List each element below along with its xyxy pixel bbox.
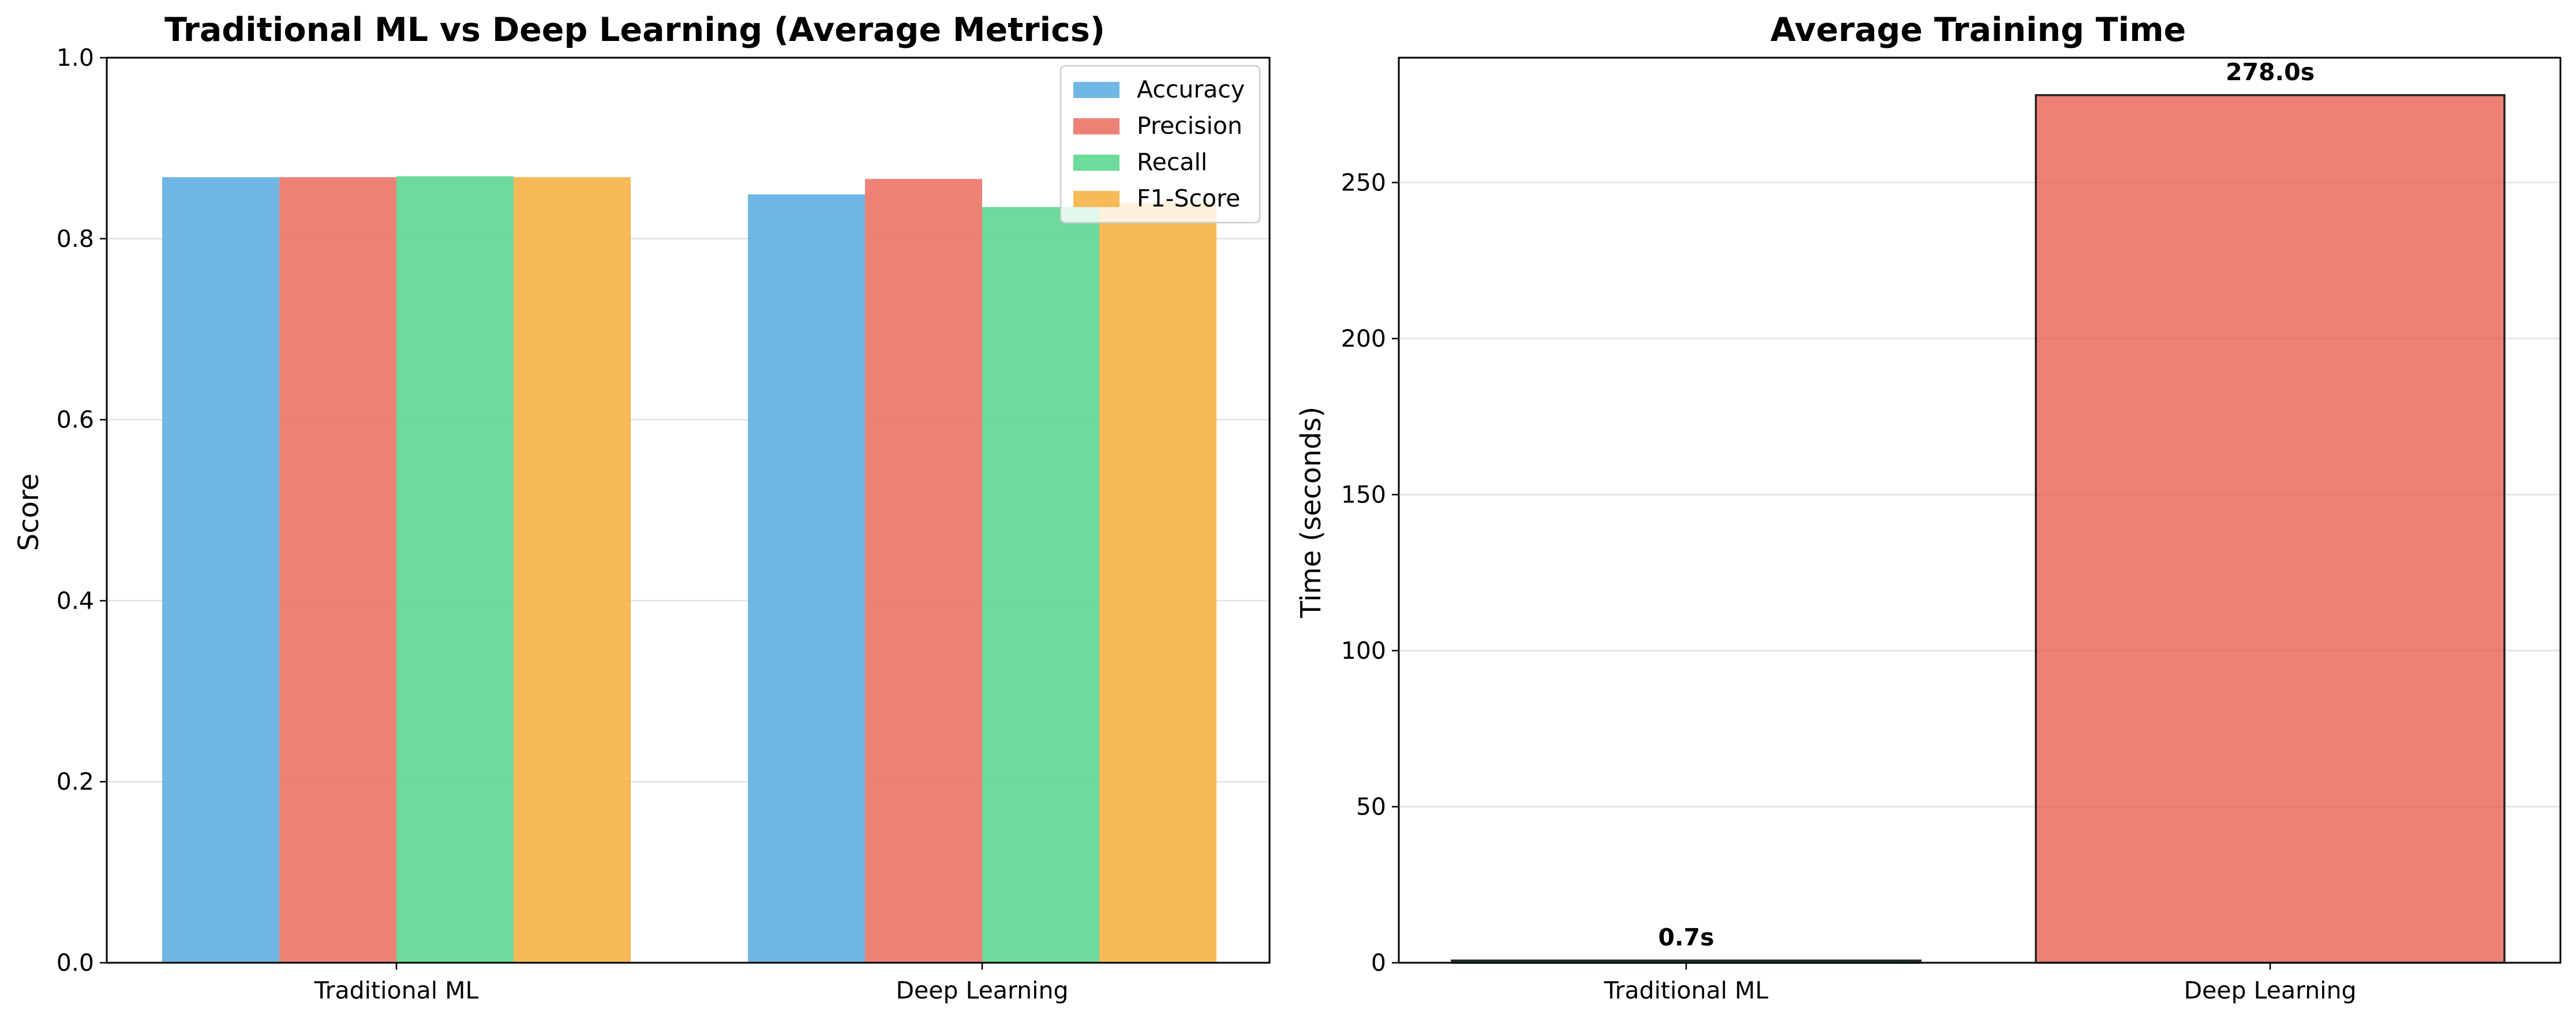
metrics-legend-label: Precision	[1137, 112, 1242, 140]
metrics-bar-f1-score	[514, 177, 631, 963]
metrics-plot-frame	[106, 57, 1271, 964]
training-time-chart-title: Average Training Time	[1770, 11, 2186, 49]
training-time-y-ticks: 0 50 100 150 200 250	[1341, 168, 1399, 977]
metrics-x-ticks: Traditional ML Deep Learning	[314, 963, 1069, 1004]
metrics-axes	[106, 57, 1271, 964]
training-time-y-tick-label: 200	[1341, 325, 1386, 352]
metrics-legend-label: Accuracy	[1137, 76, 1245, 103]
metrics-y-tick-label: 0.8	[57, 225, 94, 253]
metrics-legend-swatch	[1073, 155, 1119, 171]
metrics-bar-precision	[279, 177, 396, 963]
metrics-y-tick-label: 0.2	[57, 768, 94, 795]
metrics-y-tick-label: 0.6	[57, 406, 94, 434]
metrics-x-tick-label: Deep Learning	[896, 977, 1068, 1004]
metrics-bar-precision	[865, 179, 982, 963]
metrics-chart-title: Traditional ML vs Deep Learning (Average…	[164, 11, 1105, 49]
training-time-y-tick-label: 100	[1341, 637, 1386, 665]
training-time-y-tick-label: 150	[1341, 481, 1386, 508]
training-time-bars	[1451, 94, 2506, 964]
training-time-x-ticks: Traditional ML Deep Learning	[1604, 963, 2357, 1004]
training-time-data-label: 0.7s	[1658, 924, 1714, 951]
metrics-y-axis-label: Score	[13, 474, 45, 551]
metrics-bar-accuracy	[748, 194, 865, 963]
training-time-chart: 0 50 100 150 200 250 Traditional ML Deep Learn…	[1295, 11, 2562, 1004]
metrics-bar-accuracy	[162, 177, 279, 963]
metrics-legend-label: F1-Score	[1137, 185, 1240, 212]
metrics-legend: Accuracy Precision Recall F1-Score	[1059, 65, 1261, 224]
metrics-y-tick-label: 1.0	[57, 44, 94, 72]
metrics-legend-swatch	[1073, 191, 1119, 207]
metrics-bar-recall	[396, 176, 514, 963]
metrics-bars	[162, 176, 1216, 963]
metrics-x-tick-label: Traditional ML	[314, 977, 479, 1004]
metrics-bar-f1-score	[1099, 202, 1216, 963]
metrics-y-ticks: 0.0 0.2 0.4 0.6 0.8 1.0	[57, 44, 107, 977]
training-time-y-tick-label: 50	[1356, 793, 1386, 820]
training-time-x-tick-label: Deep Learning	[2184, 977, 2356, 1004]
training-time-axes	[1398, 57, 2562, 964]
metrics-legend-label: Recall	[1137, 148, 1207, 176]
metrics-y-tick-label: 0.0	[57, 949, 94, 977]
training-time-plot-frame	[1398, 57, 2562, 964]
training-time-y-tick-label: 0	[1371, 949, 1386, 977]
metrics-y-tick-label: 0.4	[57, 587, 94, 614]
metrics-legend-swatch	[1073, 82, 1119, 98]
training-time-bar	[2035, 94, 2506, 964]
training-time-y-axis-label: Time (seconds)	[1295, 407, 1327, 618]
metrics-legend-box	[1059, 65, 1261, 224]
training-time-data-labels: 0.7s 278.0s	[1658, 58, 2315, 951]
training-time-data-label: 278.0s	[2226, 58, 2315, 86]
metrics-chart: 0.0 0.2 0.4 0.6 0.8 1.0 Traditional ML Deep Le…	[13, 11, 1271, 1004]
training-time-y-tick-label: 250	[1341, 168, 1386, 196]
training-time-x-tick-label: Traditional ML	[1604, 977, 1769, 1004]
metrics-bar-recall	[982, 207, 1099, 963]
metrics-legend-swatch	[1073, 118, 1119, 134]
